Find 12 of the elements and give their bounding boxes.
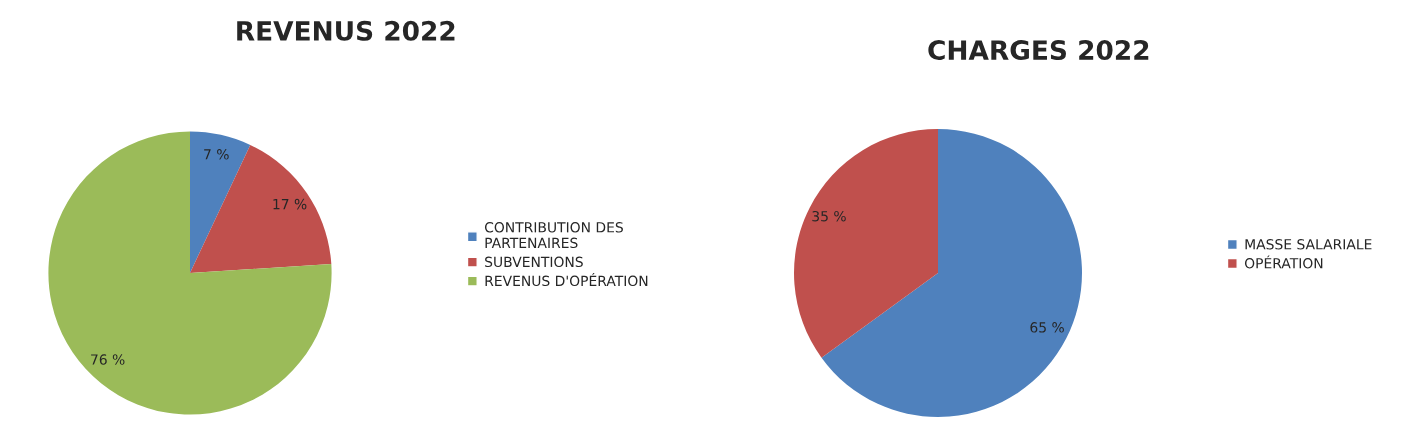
- legend-label: SUBVENTIONS: [485, 256, 583, 268]
- legend-label: OPÉRATION: [1244, 255, 1323, 269]
- data-label: 65 %: [1030, 322, 1064, 333]
- data-label: 7 %: [204, 149, 229, 160]
- legend-label: REVENUS D'OPÉRATION: [485, 273, 648, 287]
- data-label: 35 %: [812, 210, 846, 222]
- chart-title: REVENUS 2022: [237, 20, 455, 41]
- legend-label: CONTRIBUTION DES PARTENAIRES: [484, 222, 623, 249]
- chart-title: CHARGES 2022: [928, 40, 1149, 61]
- legend-label: MASSE SALARIALE: [1245, 239, 1372, 250]
- data-label: 17 %: [273, 198, 307, 210]
- data-label: 76 %: [91, 354, 125, 365]
